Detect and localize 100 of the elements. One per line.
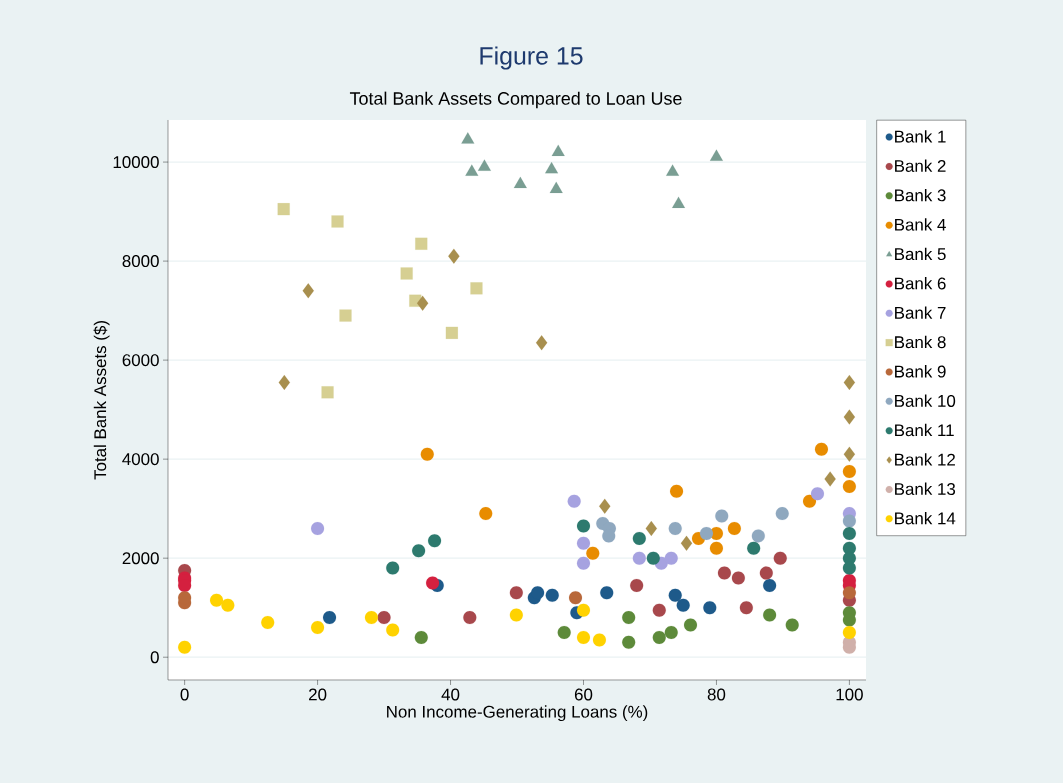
point <box>842 625 856 640</box>
point <box>699 526 714 540</box>
point <box>557 625 571 640</box>
point <box>751 529 765 543</box>
legend-label: Bank 5 <box>895 247 946 261</box>
point <box>622 611 636 625</box>
point <box>322 611 337 625</box>
point <box>386 623 400 637</box>
point <box>599 498 611 514</box>
point <box>261 615 275 630</box>
chart-title: Figure 15 <box>480 46 583 70</box>
point <box>763 578 777 592</box>
y-axis-title: Total Bank Assets ($) <box>93 321 110 480</box>
point <box>311 620 325 635</box>
x-tick-label: 0 <box>180 688 189 701</box>
x-tick-label: 20 <box>309 688 327 701</box>
point <box>576 556 591 570</box>
point <box>576 519 591 533</box>
point <box>414 630 428 644</box>
x-tick-label: 80 <box>707 688 726 701</box>
point <box>461 132 475 144</box>
point <box>632 531 646 545</box>
point <box>445 326 458 339</box>
point <box>302 283 314 299</box>
y-tick-label: 2000 <box>122 552 159 565</box>
point <box>676 598 690 612</box>
point <box>717 566 731 580</box>
legend-label: Bank 3 <box>895 188 946 202</box>
point <box>470 282 483 295</box>
point <box>646 551 660 565</box>
y-tick-label: 4000 <box>122 453 159 466</box>
point <box>759 566 773 580</box>
point <box>843 374 856 390</box>
point <box>545 161 559 174</box>
legend-label: Bank 6 <box>895 277 946 290</box>
point <box>630 578 644 592</box>
legend-label: Bank 12 <box>895 453 955 466</box>
point <box>842 561 856 575</box>
point <box>400 267 413 280</box>
point <box>415 237 428 250</box>
point <box>479 507 493 521</box>
point <box>664 625 678 640</box>
point <box>842 526 856 540</box>
point <box>477 159 491 171</box>
point <box>567 494 581 508</box>
point <box>551 144 565 156</box>
point <box>412 544 426 558</box>
point <box>652 630 666 644</box>
point <box>509 608 523 622</box>
point <box>311 521 325 536</box>
point <box>664 551 678 565</box>
point <box>842 586 856 600</box>
point <box>602 529 616 543</box>
point <box>666 164 680 176</box>
x-axis-title: Non Income-Generating Loans (%) <box>387 705 648 722</box>
point <box>680 535 693 551</box>
point <box>731 571 745 585</box>
point <box>509 586 523 600</box>
point <box>810 487 825 501</box>
y-tick-label: 8000 <box>122 255 159 268</box>
point <box>331 215 344 228</box>
legend-label: Bank 1 <box>895 130 946 143</box>
x-tick-label: 60 <box>574 688 593 701</box>
point <box>814 442 829 456</box>
y-tick-label: 6000 <box>122 354 159 367</box>
point <box>842 464 856 479</box>
point <box>535 335 548 351</box>
point <box>622 635 636 649</box>
point <box>709 149 723 161</box>
point <box>426 576 440 590</box>
x-tick-label: 40 <box>441 688 460 701</box>
point <box>576 630 591 644</box>
point <box>824 471 836 487</box>
point <box>576 603 591 617</box>
point <box>843 446 856 462</box>
point <box>465 164 479 176</box>
legend-label: Bank 14 <box>895 511 956 525</box>
point <box>416 295 429 311</box>
point <box>568 591 583 605</box>
point <box>671 196 686 208</box>
point <box>321 386 334 399</box>
point <box>448 248 460 264</box>
point <box>531 586 545 600</box>
point <box>377 611 391 625</box>
point <box>683 618 698 632</box>
point <box>842 479 856 493</box>
legend-label: Bank 11 <box>895 423 954 437</box>
point <box>576 536 591 550</box>
point <box>463 611 477 625</box>
point <box>600 586 614 600</box>
point <box>339 309 352 322</box>
point <box>221 598 235 612</box>
point <box>586 546 600 560</box>
point <box>645 520 657 537</box>
legend-label: Bank 2 <box>895 159 946 172</box>
point <box>545 588 559 602</box>
point <box>209 593 224 607</box>
point <box>739 601 753 615</box>
legend-label: Bank 9 <box>895 365 946 378</box>
point <box>549 181 563 194</box>
